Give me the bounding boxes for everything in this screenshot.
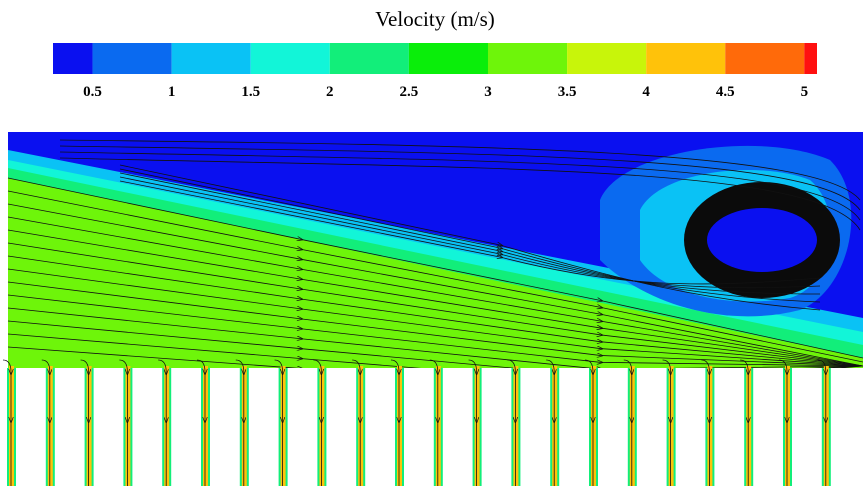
- channel-jet: [707, 366, 713, 486]
- channel-area: [0, 368, 863, 486]
- streamline: [59, 139, 861, 201]
- channel-streamline: [507, 359, 515, 486]
- channel-jet: [397, 366, 402, 486]
- channel-streamline: [235, 359, 244, 486]
- channel-streamline: [41, 359, 50, 486]
- colorbar-segment: [646, 43, 726, 74]
- channel-streamline: [584, 359, 593, 486]
- channel-jet: [241, 366, 247, 486]
- channel-streamline: [817, 359, 826, 486]
- channel-jet: [552, 366, 558, 486]
- channel-streamline: [662, 359, 671, 486]
- channel-streamline: [546, 359, 554, 486]
- colorbar-tick-label: 3: [484, 84, 492, 100]
- channel-streamline: [158, 359, 166, 486]
- channel-streamline: [429, 359, 438, 486]
- streamline: [59, 151, 861, 221]
- channel-jet: [746, 366, 752, 486]
- streamline: [59, 157, 861, 231]
- channel-jet: [203, 366, 208, 486]
- channel-jet: [319, 366, 325, 486]
- streamline: [119, 168, 821, 303]
- channel-streamline: [352, 359, 360, 486]
- colorbar-segment: [92, 43, 172, 74]
- colorbar-tick-label: 4.5: [716, 84, 735, 100]
- channel-jet: [668, 366, 674, 486]
- colorbar-segment: [250, 43, 330, 74]
- colorbar-segment: [487, 43, 568, 74]
- channel-streamline: [313, 359, 321, 486]
- channel-streamline: [701, 359, 709, 486]
- channel-streamline: [740, 359, 748, 486]
- channels: [2, 359, 831, 486]
- colorbar-tick-label: 5: [801, 84, 809, 100]
- streamline: [119, 176, 821, 289]
- vortex-core: [707, 208, 817, 272]
- channel-jet: [9, 366, 14, 486]
- channel-streamline: [80, 359, 89, 486]
- colorbar-tick-label: 4: [642, 84, 650, 100]
- colorbar-tick-label: 3.5: [558, 84, 577, 100]
- channel-streamline: [778, 359, 787, 486]
- colorbar-tick-label: 2: [326, 84, 334, 100]
- channel-streamline: [468, 359, 477, 486]
- colorbar-tick-label: 1.5: [241, 84, 260, 100]
- channel-jet: [435, 366, 441, 486]
- colorbar-segment: [408, 43, 488, 74]
- channel-streamline: [2, 359, 11, 486]
- channel-streamline: [119, 359, 127, 486]
- streamlines: [7, 139, 863, 390]
- colorbar-title: Velocity (m/s): [375, 7, 495, 31]
- colorbar-segment: [725, 43, 805, 74]
- colorbar-tick-label: 1: [168, 84, 176, 100]
- channel-jet: [86, 366, 92, 486]
- channel-jet: [358, 366, 364, 486]
- channel-jet: [823, 366, 829, 486]
- channel-streamline: [390, 359, 399, 486]
- colorbar-segment: [567, 43, 647, 74]
- colorbar-segment: [53, 43, 93, 74]
- colorbar-tick-label: 0.5: [83, 84, 102, 100]
- channel-jet: [280, 366, 286, 486]
- streamline: [59, 145, 861, 211]
- streamline: [119, 164, 821, 311]
- velocity-field: [0, 132, 863, 486]
- colorbar-segment: [171, 43, 251, 74]
- colorbar: 0.5 1 1.5 2 2.5 3 3.5 4 4.5 5: [53, 43, 817, 100]
- channel-jet: [47, 366, 53, 486]
- streamline: [119, 172, 821, 295]
- channel-jet: [591, 366, 596, 486]
- channel-streamline: [623, 359, 632, 486]
- colorbar-segment: [804, 43, 817, 74]
- colorbar-tick-label: 2.5: [400, 84, 419, 100]
- channel-jet: [164, 366, 170, 486]
- channel-jet: [474, 366, 480, 486]
- channel-streamline: [196, 359, 205, 486]
- channel-jet: [513, 366, 519, 486]
- channel-jet: [125, 366, 131, 486]
- colorbar-segment: [329, 43, 409, 74]
- channel-jet: [785, 366, 790, 486]
- channel-jet: [629, 366, 635, 486]
- streamline: [119, 180, 821, 285]
- channel-streamline: [274, 359, 283, 486]
